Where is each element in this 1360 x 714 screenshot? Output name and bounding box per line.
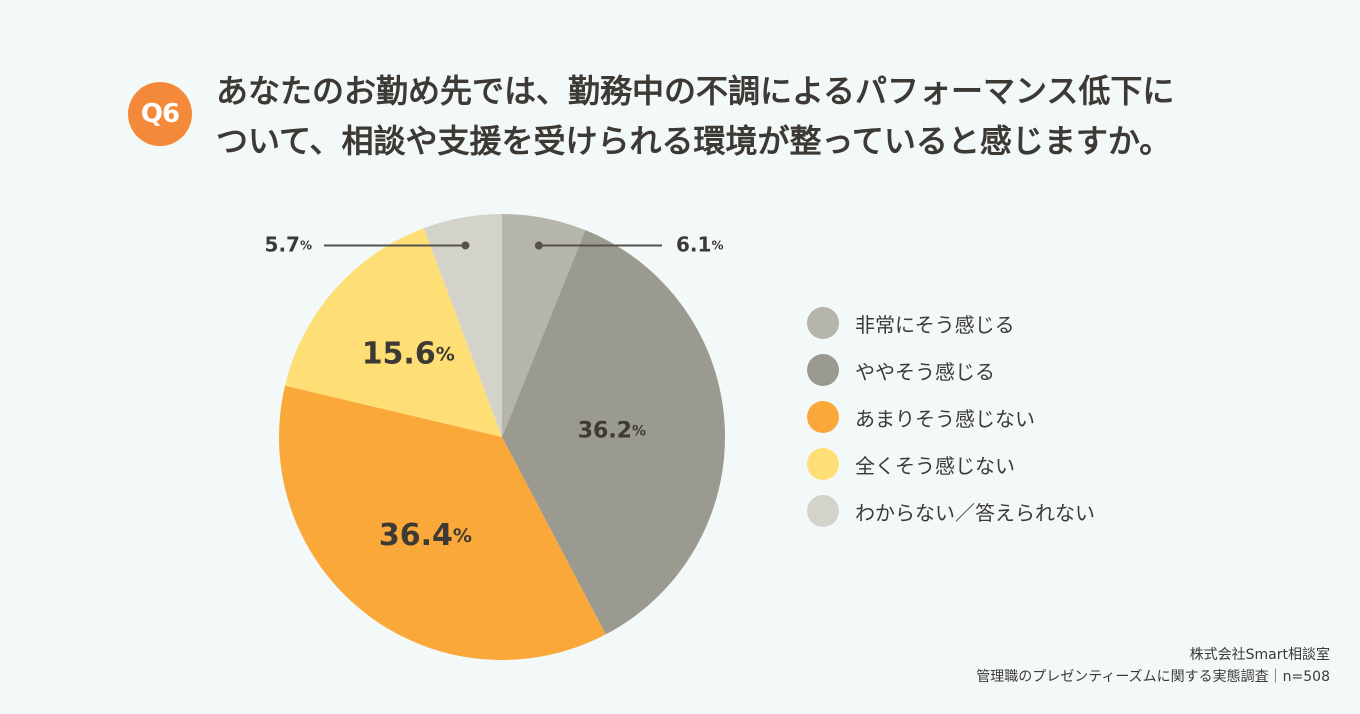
legend: 非常にそう感じる ややそう感じる あまりそう感じない 全くそう感じない わからな… <box>807 307 1095 542</box>
data-label: 6.1% <box>676 232 723 256</box>
legend-label: ややそう感じる <box>855 359 995 384</box>
pie-slice <box>502 230 725 635</box>
legend-item: ややそう感じる <box>807 354 1095 386</box>
legend-swatch <box>807 401 839 433</box>
question-badge: Q6 <box>128 82 192 146</box>
question-title-line-1: あなたのお勤め先では、勤務中の不調によるパフォーマンス低下に <box>216 72 1175 110</box>
pie-slice <box>279 385 606 660</box>
data-label: 15.6% <box>362 336 455 371</box>
legend-item: 非常にそう感じる <box>807 307 1095 339</box>
source-survey: 管理職のプレゼンティーズムに関する実態調査｜n=508 <box>976 669 1330 685</box>
legend-swatch <box>807 307 839 339</box>
legend-swatch <box>807 354 839 386</box>
data-label: 36.2% <box>578 418 646 443</box>
pie-slice <box>284 228 502 437</box>
source-note: 株式会社Smart相談室 管理職のプレゼンティーズムに関する実態調査｜n=508 <box>976 644 1330 688</box>
data-label: 5.7% <box>265 232 312 256</box>
question-title: あなたのお勤め先では、勤務中の不調によるパフォーマンス低下に ついて、相談や支援… <box>216 66 1326 166</box>
legend-item: わからない／答えられない <box>807 495 1095 527</box>
legend-label: わからない／答えられない <box>855 500 1095 525</box>
leader-dot <box>461 241 470 250</box>
legend-label: 全くそう感じない <box>855 453 1015 478</box>
question-title-line-2: ついて、相談や支援を受けられる環境が整っていると感じますか。 <box>216 122 1172 160</box>
data-labels: 6.1% 36.2% 36.4% 15.6% 5.7% <box>265 232 724 552</box>
legend-item: 全くそう感じない <box>807 448 1095 480</box>
leader-dot <box>534 241 543 250</box>
pie-slice <box>502 214 586 437</box>
legend-label: あまりそう感じない <box>855 406 1035 431</box>
pie-slice <box>423 214 502 437</box>
leader-lines <box>324 241 662 250</box>
legend-item: あまりそう感じない <box>807 401 1095 433</box>
source-company: 株式会社Smart相談室 <box>1189 647 1330 663</box>
pie-slices <box>279 214 725 660</box>
legend-swatch <box>807 495 839 527</box>
legend-swatch <box>807 448 839 480</box>
legend-label: 非常にそう感じる <box>855 312 1015 337</box>
data-label: 36.4% <box>379 517 472 552</box>
